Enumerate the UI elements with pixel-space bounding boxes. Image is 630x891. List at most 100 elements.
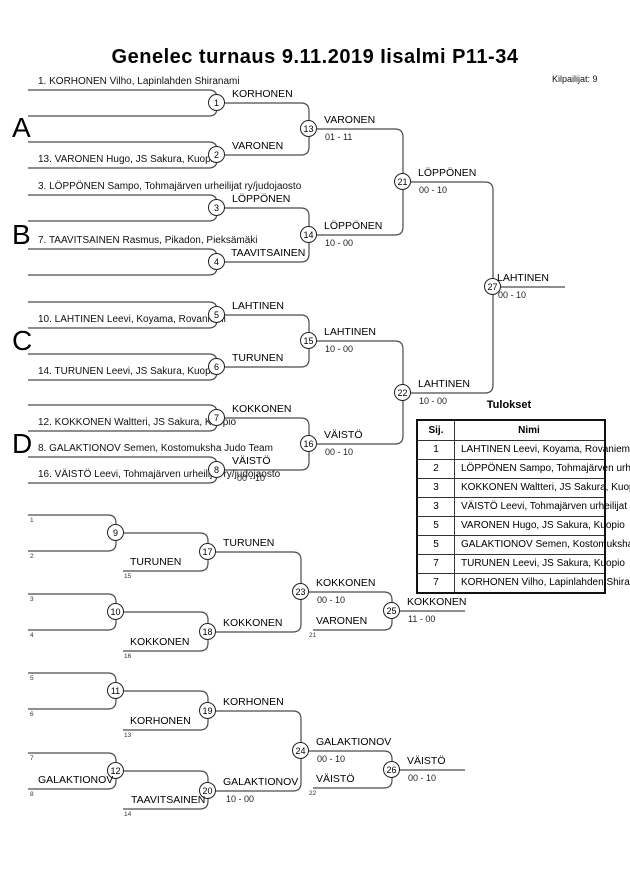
table-row: 5 GALAKTIONOV Semen, Kostomuksha Judo Te… <box>418 535 630 554</box>
slot-number: 14 <box>124 811 132 818</box>
match-score: 00 - 10 <box>408 773 437 783</box>
rank-cell: 1 <box>418 441 455 459</box>
rank-cell: 5 <box>418 517 455 535</box>
match-score: 00 - 10 <box>325 447 354 457</box>
table-row: 7 TURUNEN Leevi, JS Sakura, Kuopio <box>418 554 625 573</box>
match-circle-27: 27 <box>484 278 501 295</box>
seed-entry: 10. LAHTINEN Leevi, Koyama, Rovaniemi <box>38 314 226 325</box>
match-circle-10: 10 <box>107 603 124 620</box>
table-row: 2 LÖPPÖNEN Sampo, Tohmajärven urheilijat… <box>418 459 630 478</box>
match-winner: GALAKTIONOV <box>223 776 299 788</box>
seed-entry: 13. VARONEN Hugo, JS Sakura, Kuopio <box>38 154 219 165</box>
seed-entry: 3. LÖPPÖNEN Sampo, Tohmajärven urheilija… <box>38 181 302 192</box>
match-circle-16: 16 <box>300 435 317 452</box>
table-row: 3 KOKKONEN Waltteri, JS Sakura, Kuopio <box>418 478 630 497</box>
repechage-entry: VÄISTÖ <box>316 773 355 785</box>
rank-cell: 3 <box>418 498 455 516</box>
rank-cell: 7 <box>418 574 455 592</box>
match-circle-14: 14 <box>300 226 317 243</box>
pool-label-c: C <box>12 325 33 356</box>
match-circle-4: 4 <box>208 253 225 270</box>
table-row: 3 VÄISTÖ Leevi, Tohmajärven urheilijat r… <box>418 497 630 516</box>
match-circle-25: 25 <box>383 602 400 619</box>
seed-entry: 8. GALAKTIONOV Semen, Kostomuksha Judo T… <box>38 443 273 454</box>
slot-number: 15 <box>124 573 132 580</box>
repechage-entry: GALAKTIONOV <box>38 774 114 786</box>
rank-cell: 2 <box>418 460 455 478</box>
name-cell: VARONEN Hugo, JS Sakura, Kuopio <box>461 520 625 531</box>
match-circle-24: 24 <box>292 742 309 759</box>
match-circle-23: 23 <box>292 583 309 600</box>
seed-entry: 16. VÄISTÖ Leevi, Tohmajärven urheilijat… <box>38 469 281 480</box>
table-row: 1 LAHTINEN Leevi, Koyama, Rovaniemi <box>418 440 630 459</box>
slot-number: 4 <box>30 632 34 639</box>
name-cell: LAHTINEN Leevi, Koyama, Rovaniemi <box>461 444 630 455</box>
column-header-rank: Sij. <box>418 421 455 440</box>
match-winner: VÄISTÖ <box>407 755 446 767</box>
repechage-entry: TAAVITSAINEN <box>131 794 206 806</box>
match-winner: TURUNEN <box>223 537 275 549</box>
rank-cell: 3 <box>418 479 455 497</box>
match-score: 10 - 00 <box>325 344 354 354</box>
match-winner: GALAKTIONOV <box>316 736 392 748</box>
name-cell: KOKKONEN Waltteri, JS Sakura, Kuopio <box>461 482 630 493</box>
slot-number: 2 <box>30 553 34 560</box>
slot-number: 13 <box>124 732 132 739</box>
match-circle-15: 15 <box>300 332 317 349</box>
match-circle-9: 9 <box>107 524 124 541</box>
match-circle-26: 26 <box>383 761 400 778</box>
match-circle-1: 1 <box>208 94 225 111</box>
slot-number: 3 <box>30 596 34 603</box>
slot-number: 7 <box>30 755 34 762</box>
match-winner: KOKKONEN <box>232 403 292 415</box>
name-cell: KORHONEN Vilho, Lapinlahden Shiranami <box>461 577 630 588</box>
match-winner: KORHONEN <box>223 696 284 708</box>
table-row: 5 VARONEN Hugo, JS Sakura, Kuopio <box>418 516 625 535</box>
match-score: 10 - 00 <box>325 238 354 248</box>
match-score: 00 - 10 <box>237 473 266 483</box>
match-score: 00 - 10 <box>419 185 448 195</box>
match-circle-13: 13 <box>300 120 317 137</box>
match-circle-12: 12 <box>107 762 124 779</box>
match-winner: LAHTINEN <box>324 326 376 338</box>
match-score: 11 - 00 <box>408 614 436 624</box>
name-cell: TURUNEN Leevi, JS Sakura, Kuopio <box>461 558 625 569</box>
seed-entry: 7. TAAVITSAINEN Rasmus, Pikadon, Pieksäm… <box>38 235 258 246</box>
pool-label-d: D <box>12 428 33 459</box>
match-winner: LÖPPÖNEN <box>324 220 383 232</box>
column-header-name: Nimi <box>518 425 540 436</box>
match-score: 01 - 11 <box>325 132 353 142</box>
match-score: 00 - 10 <box>498 290 527 300</box>
match-circle-3: 3 <box>208 199 225 216</box>
match-winner: LAHTINEN <box>497 272 549 284</box>
match-circle-8: 8 <box>208 461 225 478</box>
slot-number: 5 <box>30 675 34 682</box>
match-circle-2: 2 <box>208 146 225 163</box>
repechage-entry: KOKKONEN <box>130 636 190 648</box>
match-circle-22: 22 <box>394 384 411 401</box>
match-winner: LAHTINEN <box>418 378 470 390</box>
results-header-row: Sij. Nimi <box>418 421 604 440</box>
match-winner: KOKKONEN <box>316 577 376 589</box>
seed-entry: 12. KOKKONEN Waltteri, JS Sakura, Kuopio <box>38 417 237 428</box>
match-winner: VÄISTÖ <box>324 429 363 441</box>
pool-label-b: B <box>12 219 31 250</box>
match-score: 10 - 00 <box>419 396 448 406</box>
match-score: 00 - 10 <box>317 595 346 605</box>
seed-entry: 1. KORHONEN Vilho, Lapinlahden Shiranami <box>38 76 240 87</box>
match-winner: VÄISTÖ <box>232 455 271 467</box>
slot-number: 6 <box>30 711 34 718</box>
match-winner: LÖPPÖNEN <box>418 167 477 179</box>
repechage-entry: VARONEN <box>316 615 368 627</box>
match-score: 10 - 00 <box>226 794 255 804</box>
name-cell: VÄISTÖ Leevi, Tohmajärven urheilijat ry/… <box>461 501 630 512</box>
match-winner: LAHTINEN <box>232 300 284 312</box>
slot-number: 22 <box>309 790 317 797</box>
table-row: 7 KORHONEN Vilho, Lapinlahden Shiranami <box>418 573 630 592</box>
match-winner: KOKKONEN <box>223 617 283 629</box>
results-table: Sij. Nimi 1 LAHTINEN Leevi, Koyama, Rova… <box>416 419 630 594</box>
match-winner: TURUNEN <box>232 352 284 364</box>
repechage-entry: TURUNEN <box>130 556 182 568</box>
repechage-entry: KORHONEN <box>130 715 191 727</box>
